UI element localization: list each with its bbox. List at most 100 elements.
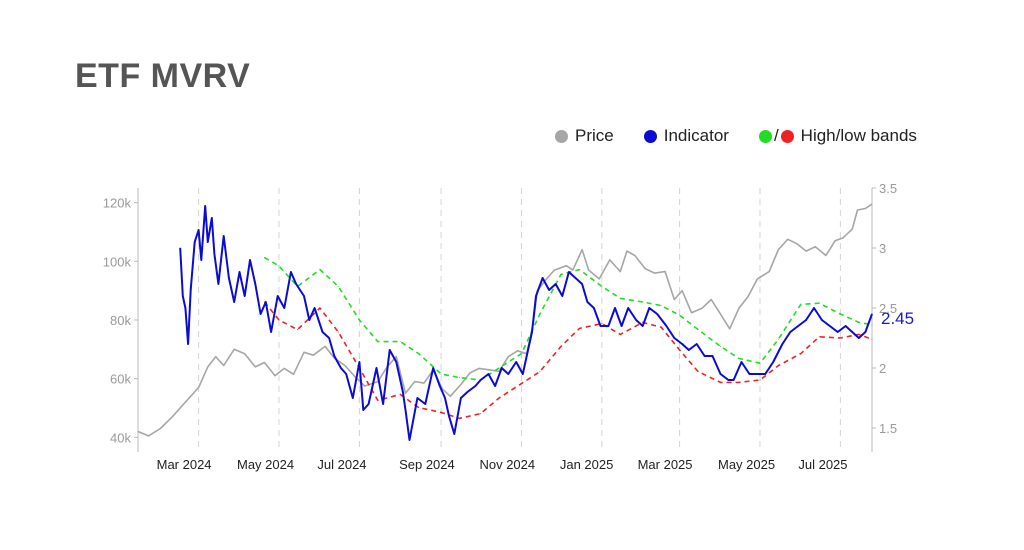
indicator-point xyxy=(593,307,595,309)
price-point xyxy=(489,369,491,371)
low-band-point xyxy=(660,326,662,328)
high-band-point xyxy=(660,305,662,307)
high-band-point xyxy=(777,338,779,340)
high-band-point xyxy=(521,353,522,355)
price-line xyxy=(137,203,873,437)
grid-lines xyxy=(198,188,841,452)
legend-dot-high-band xyxy=(758,129,772,143)
indicator-point xyxy=(303,295,305,297)
price-point xyxy=(825,255,827,256)
price-point xyxy=(619,271,621,273)
price-point xyxy=(159,428,161,429)
indicator-point xyxy=(581,283,583,285)
price-point xyxy=(312,354,314,356)
indicator-point xyxy=(488,373,489,375)
price-point xyxy=(293,373,294,375)
price-point xyxy=(223,365,225,366)
axes xyxy=(137,188,873,452)
indicator-point xyxy=(696,343,698,345)
indicator-point xyxy=(507,373,509,375)
price-point xyxy=(747,296,749,297)
indicator-point xyxy=(376,367,377,369)
indicator-point xyxy=(781,343,783,345)
price-point xyxy=(581,249,583,251)
legend-dot-low-band xyxy=(780,129,794,143)
indicator-point xyxy=(239,271,240,273)
low-band-point xyxy=(738,381,740,383)
indicator-point xyxy=(228,277,230,279)
high-band-point xyxy=(319,269,321,271)
price-point xyxy=(691,312,692,314)
low-band-point xyxy=(579,327,580,329)
high-band-point xyxy=(858,321,860,323)
low-band-point xyxy=(459,417,460,419)
price-point xyxy=(264,362,265,363)
price-point xyxy=(449,395,451,397)
price-point xyxy=(805,250,807,252)
high-band-point xyxy=(839,313,841,315)
indicator-point xyxy=(494,385,496,387)
low-band-point xyxy=(440,411,442,413)
indicator-point xyxy=(308,319,310,321)
high-band-point xyxy=(697,329,699,331)
price-point xyxy=(701,307,703,309)
price-point xyxy=(842,237,844,239)
price-point xyxy=(184,401,186,403)
x-tick-label: Jul 2024 xyxy=(317,457,366,472)
indicator-point xyxy=(851,331,853,333)
x-tick-label: Jan 2025 xyxy=(560,457,614,472)
right-tick-label: 2 xyxy=(879,361,886,376)
high-band-point xyxy=(642,301,644,303)
price-point xyxy=(609,259,611,261)
high-band-point xyxy=(440,373,442,375)
indicator-point xyxy=(382,403,384,405)
price-point xyxy=(871,203,873,205)
low-band-point xyxy=(871,338,873,340)
legend-item-price[interactable]: Price xyxy=(555,126,614,146)
high-band-point xyxy=(619,297,621,299)
indicator-point xyxy=(515,361,517,363)
indicator-point xyxy=(270,331,272,333)
price-point xyxy=(565,265,567,267)
indicator-point xyxy=(522,373,524,375)
indicator-point xyxy=(526,355,528,357)
price-point xyxy=(588,269,590,271)
indicator-point xyxy=(727,379,729,381)
left-tick-label: 120k xyxy=(103,196,132,211)
high-band-point xyxy=(399,341,401,343)
indicator-point xyxy=(204,205,206,207)
indicator-point xyxy=(439,385,441,387)
high-band-point xyxy=(871,324,873,326)
indicator-point xyxy=(621,325,623,327)
legend-item-bands[interactable]: / High/low bands xyxy=(758,126,917,146)
price-point xyxy=(787,238,789,240)
indicator-point xyxy=(448,415,450,417)
legend-separator: / xyxy=(773,126,779,145)
indicator-point xyxy=(501,367,503,369)
high-band-point xyxy=(601,285,603,287)
price-point xyxy=(414,381,416,383)
price-point xyxy=(405,392,406,394)
indicator-point xyxy=(295,283,297,285)
indicator-point xyxy=(586,301,588,303)
price-point xyxy=(553,269,555,271)
price-point xyxy=(756,278,758,280)
price-point xyxy=(233,348,235,350)
indicator-point xyxy=(405,409,406,411)
high-band-point xyxy=(720,345,721,347)
indicator-point xyxy=(194,241,196,243)
price-point xyxy=(198,387,200,388)
x-tick-label: May 2025 xyxy=(718,457,775,472)
x-tick-label: May 2024 xyxy=(237,457,294,472)
price-point xyxy=(768,271,770,273)
indicator-point xyxy=(179,247,181,249)
low-band-point xyxy=(818,336,820,338)
price-point xyxy=(303,351,305,353)
legend-item-indicator[interactable]: Indicator xyxy=(643,126,729,146)
low-band-point xyxy=(619,333,621,335)
price-point xyxy=(729,328,731,330)
indicator-point xyxy=(362,409,364,411)
low-band-point xyxy=(418,407,420,409)
right-tick-label: 1.5 xyxy=(879,421,897,436)
